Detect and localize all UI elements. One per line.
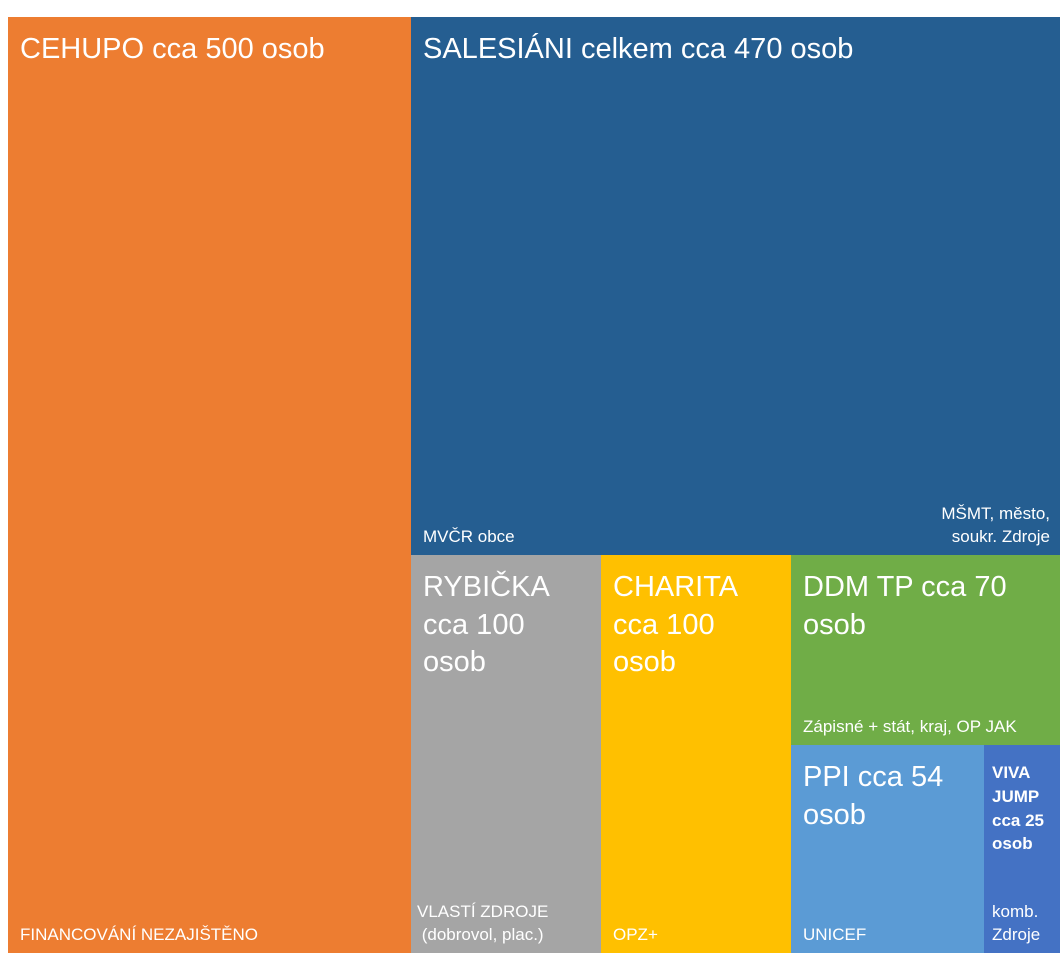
tile-label: PPI cca 54 osob (803, 761, 944, 831)
tile-label: CEHUPO cca 500 osob (20, 33, 325, 65)
tile-note: Zápisné + stát, kraj, OP JAK (803, 717, 1017, 737)
tile-label: DDM TP cca 70 osob (803, 571, 1007, 641)
tile: CHARITA cca 100 osob OPZ+ (601, 555, 791, 953)
tile-label: SALESIÁNI celkem cca 470 osob (423, 33, 854, 65)
tile: RYBIČKA cca 100 osob VLASTÍ ZDROJE (dobr… (411, 555, 601, 953)
tile-note: FINANCOVÁNÍ NEZAJIŠTĚNO (20, 925, 259, 945)
tile: CEHUPO cca 500 osob FINANCOVÁNÍ NEZAJIŠT… (8, 17, 411, 953)
tile-note: VLASTÍ ZDROJE (dobrovol, plac.) (417, 902, 549, 945)
tile-note: MVČR obce (423, 527, 515, 547)
tile: VIVA JUMP cca 25 osob komb. Zdroje (984, 745, 1060, 953)
tile-label: CHARITA cca 100 osob (613, 571, 739, 679)
tile-label: RYBIČKA cca 100 osob (423, 571, 550, 679)
tile-note: OPZ+ (613, 925, 658, 945)
tile: PPI cca 54 osob UNICEF (791, 745, 984, 953)
tile: SALESIÁNI celkem cca 470 osob MVČR obce … (411, 17, 1060, 555)
tile: DDM TP cca 70 osob Zápisné + stát, kraj,… (791, 555, 1060, 745)
tile-note: UNICEF (803, 925, 867, 945)
tile-label: VIVA JUMP cca 25 osob (992, 763, 1044, 854)
tile-note: komb. Zdroje (992, 902, 1041, 945)
tile-note: MŠMT, město, soukr. Zdroje (941, 504, 1050, 547)
